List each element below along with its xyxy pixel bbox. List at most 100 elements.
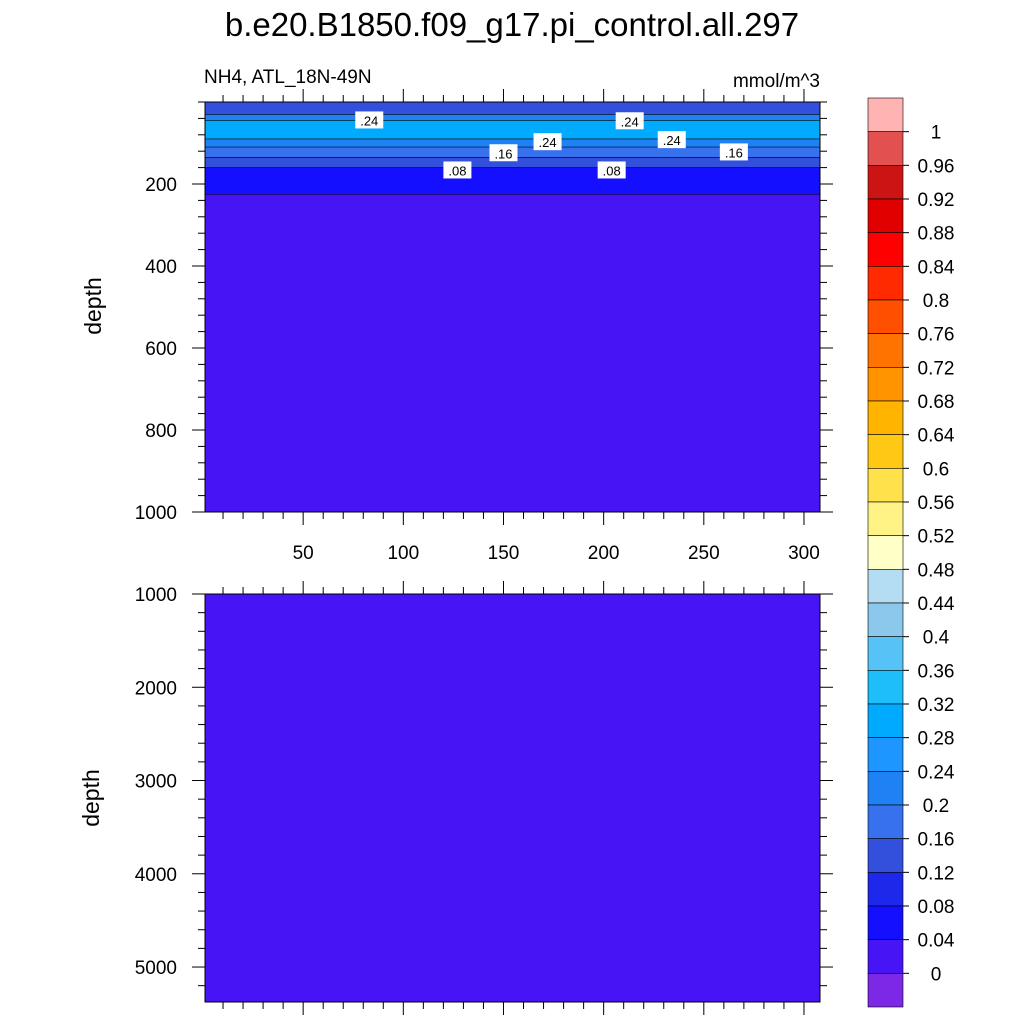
colorbar-label: 0.32 [918, 695, 955, 716]
contour-label-box [489, 144, 518, 162]
upper-x-tick-label: 100 [387, 543, 419, 564]
lower-y-tick-label: 5000 [135, 958, 177, 979]
upper-contour-label-7: .08 [597, 161, 626, 179]
colorbar-label: 0.36 [918, 661, 955, 682]
upper-layer-1 [205, 114, 820, 121]
colorbar-label: 0.6 [923, 459, 949, 480]
colorbar-swatch [867, 636, 904, 671]
contour-label-text: .24 [663, 133, 681, 148]
contour-label-text: .08 [603, 163, 621, 178]
colorbar-swatch [867, 434, 904, 469]
contour-label-box [355, 111, 384, 129]
colorbar-swatch [867, 670, 904, 705]
upper-y-tick-label: 600 [145, 339, 177, 360]
colorbar-swatch [867, 299, 904, 334]
upper-layer-3 [205, 138, 820, 148]
colorbar-swatch [867, 266, 904, 301]
colorbar-swatch [867, 703, 904, 738]
lower-layer-0 [205, 594, 820, 1002]
upper-x-tick-label: 300 [788, 543, 820, 564]
upper-y-axis-label: depth [80, 277, 106, 335]
colorbar: 1 0.96 0.92 0.88 0.84 0.8 0.76 0.72 0.68 0.64 0.6 0… [867, 97, 955, 1008]
contour-label-box [615, 112, 644, 130]
colorbar-swatch [867, 333, 904, 368]
colorbar-label: 0.2 [923, 796, 949, 817]
upper-frame [204, 101, 821, 513]
colorbar-label: 0.44 [918, 594, 955, 615]
upper-contour-label-5: .16 [719, 143, 748, 161]
colorbar-label: 0.88 [918, 224, 955, 245]
upper-x-tick-label: 150 [488, 543, 520, 564]
colorbar-label: 0.68 [918, 392, 955, 413]
colorbar-swatch [867, 569, 904, 604]
colorbar-swatch [867, 602, 904, 637]
lower-y-tick-label: 2000 [135, 678, 177, 699]
colorbar-swatch [867, 198, 904, 233]
colorbar-swatch [867, 771, 904, 806]
colorbar-label: 0.08 [918, 897, 955, 918]
contour-label-box [657, 131, 686, 149]
lower-frame [204, 593, 821, 1003]
upper-y-tick-label: 800 [145, 421, 177, 442]
lower-y-tick-label: 1000 [135, 585, 177, 606]
chart-subtitle-left: NH4, ATL_18N-49N [204, 67, 372, 88]
upper-layer-2 [205, 120, 820, 139]
contour-label-text: .16 [494, 146, 512, 161]
colorbar-label: 0.16 [918, 830, 955, 851]
contour-label-text: .24 [621, 114, 639, 129]
colorbar-swatch [867, 501, 904, 536]
colorbar-label: 0 [931, 964, 942, 985]
colorbar-swatch [867, 804, 904, 839]
colorbar-swatch [867, 872, 904, 907]
colorbar-label: 0.24 [918, 762, 955, 783]
upper-contour-label-0: .24 [355, 111, 384, 129]
upper-layer-6 [205, 167, 820, 195]
colorbar-label: 0.8 [923, 291, 949, 312]
colorbar-label: 0.64 [918, 426, 955, 447]
lower-y-tick-label: 3000 [135, 772, 177, 793]
upper-contour-label-2: .24 [533, 133, 562, 151]
colorbar-label: 0.28 [918, 729, 955, 750]
colorbar-label: 0.52 [918, 527, 955, 548]
lower-y-axis-label: depth [78, 769, 104, 827]
colorbar-label: 0.48 [918, 560, 955, 581]
colorbar-label: 0.76 [918, 325, 955, 346]
upper-layer-5 [205, 157, 820, 168]
colorbar-swatch [867, 905, 904, 940]
chart-subtitle-right: mmol/m^3 [733, 71, 820, 92]
colorbar-swatch [867, 939, 904, 974]
contour-label-box [443, 161, 472, 179]
contour-label-box [533, 133, 562, 151]
contour-label-text: .16 [725, 145, 743, 160]
contour-label-text: .24 [539, 135, 557, 150]
upper-x-tick-label: 200 [588, 543, 620, 564]
colorbar-swatch [867, 131, 904, 166]
chart-title: b.e20.B1850.f09_g17.pi_control.all.297 [225, 6, 799, 43]
colorbar-label: 0.56 [918, 493, 955, 514]
upper-x-tick-label: 50 [293, 543, 314, 564]
contour-label-box [719, 143, 748, 161]
colorbar-swatch [867, 973, 904, 1008]
lower-y-tick-label: 4000 [135, 865, 177, 886]
colorbar-swatch [867, 400, 904, 435]
colorbar-label: 0.72 [918, 358, 955, 379]
upper-contour-label-3: .24 [657, 131, 686, 149]
colorbar-swatch [867, 535, 904, 570]
colorbar-swatch [867, 737, 904, 772]
colorbar-swatch [867, 838, 904, 873]
colorbar-label: 0.12 [918, 863, 955, 884]
upper-contour-label-1: .24 [615, 112, 644, 130]
upper-panel: .24 .24 .24 .24 .16 .16 .08 .08 200 400 600 800 1000… [135, 89, 833, 564]
lower-panel: 1000 2000 3000 4000 5000 [135, 581, 833, 1015]
colorbar-label: 0.84 [918, 257, 955, 278]
colorbar-label: 0.96 [918, 156, 955, 177]
colorbar-swatch [867, 232, 904, 267]
upper-y-tick-label: 200 [145, 175, 177, 196]
colorbar-label: 0.04 [918, 931, 955, 952]
upper-contour-label-4: .16 [489, 144, 518, 162]
contour-label-text: .08 [448, 163, 466, 178]
contour-label-text: .24 [360, 113, 378, 128]
contour-label-box [597, 161, 626, 179]
upper-y-tick-label: 1000 [135, 503, 177, 524]
